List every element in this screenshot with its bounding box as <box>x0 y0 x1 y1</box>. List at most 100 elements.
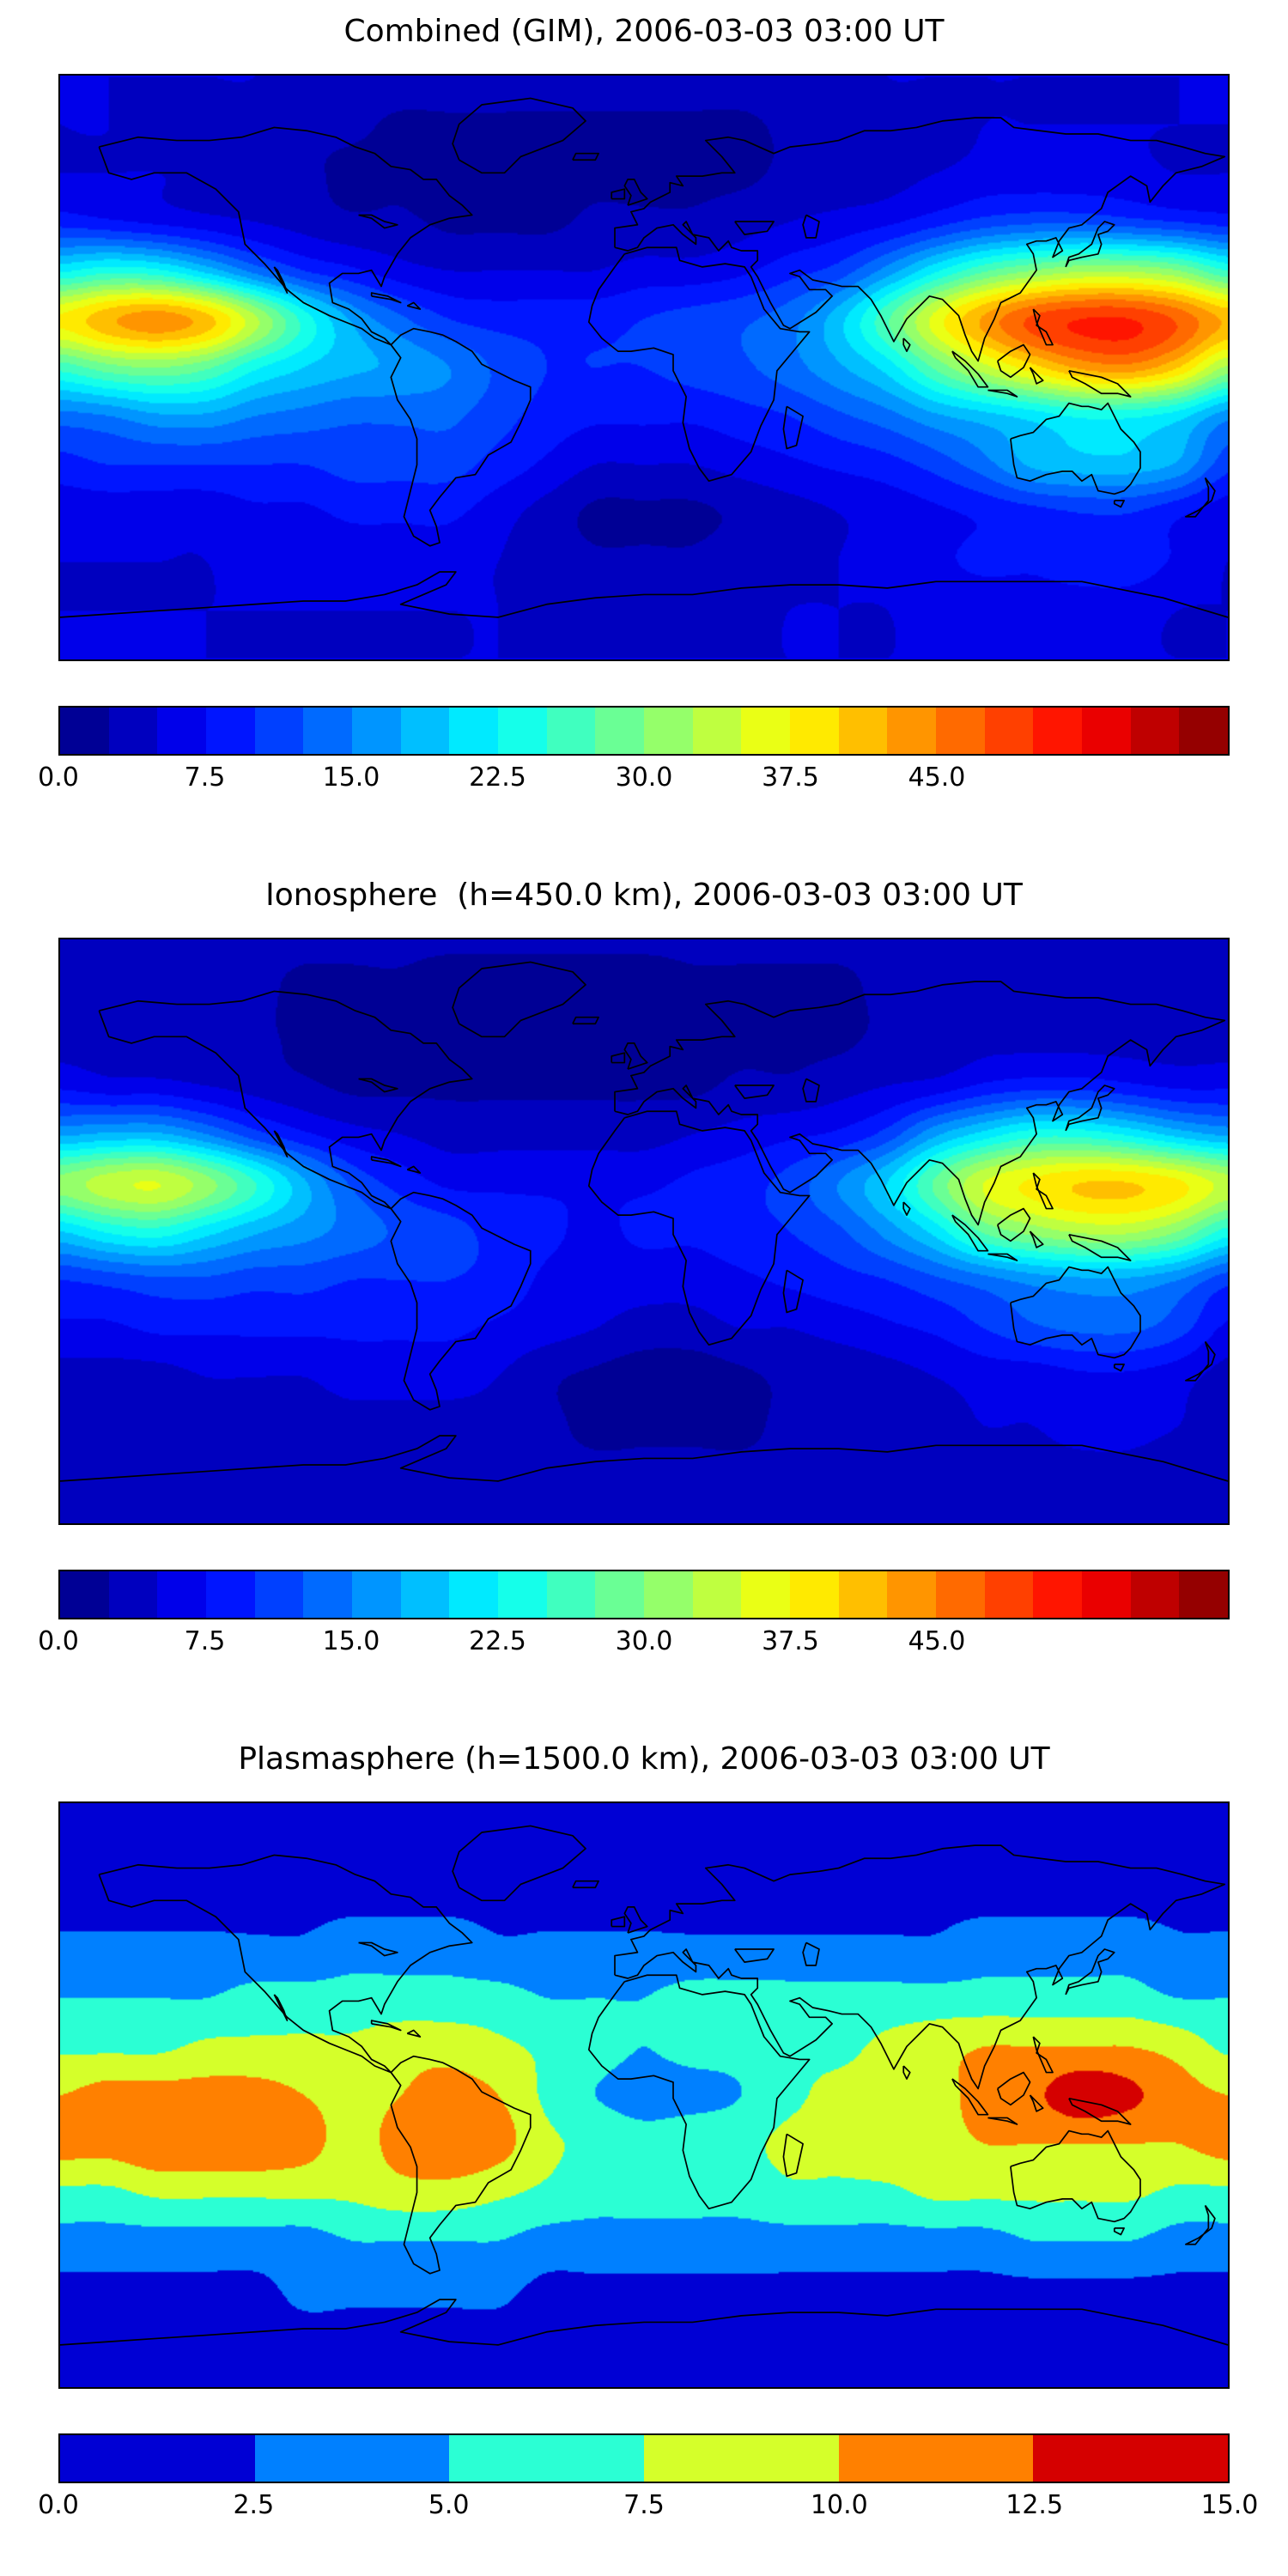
coastline-path <box>624 1907 647 1933</box>
colorbar-segment <box>644 2435 839 2482</box>
coastline-path <box>903 338 910 351</box>
coastline-path <box>1115 1364 1124 1371</box>
colorbar-ticks-plasmasphere: 0.0 2.5 5.0 7.5 10.0 12.5 15.0 <box>38 2490 1258 2531</box>
coastline-path <box>1033 1173 1053 1209</box>
colorbar-segment <box>741 1571 791 1618</box>
coastline-path <box>1066 1949 1115 1995</box>
coastline-path <box>359 215 398 228</box>
colorbar-segment <box>595 1571 645 1618</box>
coastline-path <box>359 1942 398 1955</box>
colorbar-tick-label: 7.5 <box>184 762 226 793</box>
panel-title-plasmasphere: Plasmasphere (h=1500.0 km), 2006-03-03 0… <box>238 1741 1050 1777</box>
colorbar-tick-label: 45.0 <box>908 762 966 793</box>
panel-ionosphere: Ionosphere (h=450.0 km), 2006-03-03 03:0… <box>38 876 1230 1668</box>
colorbar-segment <box>60 1571 109 1618</box>
coastline-path <box>1066 222 1115 267</box>
colorbar-segment <box>838 708 888 754</box>
coastline-path <box>407 1166 420 1173</box>
coastline-path <box>952 1215 988 1251</box>
world-map-plasmasphere <box>58 1801 1230 2389</box>
colorbar-segment <box>400 708 450 754</box>
coastline-path <box>589 1111 810 1345</box>
colorbar-segment <box>790 1571 839 1618</box>
colorbar-tick-label: 10.0 <box>810 2490 868 2520</box>
coastline-path <box>903 2066 910 2079</box>
colorbar-segment <box>887 1571 937 1618</box>
coastline-path <box>1115 501 1124 507</box>
colorbar-tick-label: 15.0 <box>1200 2490 1259 2520</box>
coastline-path <box>1033 2037 1053 2073</box>
colorbar-segment <box>936 1571 985 1618</box>
colorbar-tick-label: 22.5 <box>469 1626 526 1656</box>
colorbar-segment <box>352 708 401 754</box>
colorbar-segment <box>741 708 791 754</box>
coastline-path <box>589 1975 810 2208</box>
colorbar-segment <box>60 2435 255 2482</box>
coastline-path <box>391 1193 530 1410</box>
colorbar-tick-label: 30.0 <box>615 762 673 793</box>
coastline-path <box>783 406 803 448</box>
tec-field-canvas-plasmasphere <box>60 1803 1228 2387</box>
coastlines-overlay <box>60 76 1228 659</box>
colorbar-segment <box>644 708 693 754</box>
colorbar-segment <box>1130 1571 1180 1618</box>
colorbar-tick-label: 15.0 <box>322 1626 380 1656</box>
colorbar-segment <box>546 1571 596 1618</box>
coastline-path <box>1030 368 1043 384</box>
colorbar-segment <box>1179 1571 1229 1618</box>
coastline-path <box>99 1855 471 2072</box>
coastline-path <box>1033 309 1053 345</box>
coastline-path <box>372 2020 401 2030</box>
coastline-path <box>60 2300 1228 2345</box>
coastline-path <box>274 267 287 293</box>
coastline-path <box>998 1209 1030 1242</box>
coastline-path <box>453 962 586 1036</box>
colorbar-segment <box>790 708 839 754</box>
coastline-path <box>611 1053 624 1062</box>
colorbar-tick-label: 37.5 <box>762 1626 819 1656</box>
coastline-path <box>611 1917 624 1926</box>
colorbar-segment <box>60 708 109 754</box>
colorbar-segment <box>1033 1571 1083 1618</box>
colorbar-tick-label: 0.0 <box>38 762 79 793</box>
colorbar-segment <box>984 1571 1034 1618</box>
coastline-path <box>1011 2131 1140 2222</box>
colorbar-segment <box>108 708 158 754</box>
colorbar-tick-label: 7.5 <box>184 1626 226 1656</box>
coastline-path <box>987 2117 1017 2124</box>
coastline-path <box>803 1078 819 1101</box>
coastline-path <box>783 1270 803 1312</box>
colorbar-segment <box>498 1571 547 1618</box>
coastline-path <box>1186 477 1215 516</box>
coastline-path <box>1011 1267 1140 1358</box>
colorbar-segment <box>108 1571 158 1618</box>
colorbar-segment <box>1179 708 1229 754</box>
colorbar-segment <box>449 708 499 754</box>
coastline-path <box>99 991 471 1208</box>
coastline-path <box>611 189 624 198</box>
coastline-path <box>1115 2228 1124 2235</box>
coastline-path <box>998 2073 1030 2105</box>
colorbar-segment <box>303 708 353 754</box>
tec-field-canvas-ionosphere <box>60 939 1228 1523</box>
panel-title-combined: Combined (GIM), 2006-03-03 03:00 UT <box>343 14 945 49</box>
coastline-path <box>1186 2205 1215 2244</box>
colorbar-segment <box>352 1571 401 1618</box>
coastline-path <box>372 293 401 302</box>
coastline-path <box>735 1085 774 1098</box>
colorbar-segment <box>157 1571 207 1618</box>
colorbar-tick-label: 2.5 <box>233 2490 275 2520</box>
tec-field-canvas-combined <box>60 76 1228 659</box>
coastline-path <box>998 345 1030 378</box>
colorbar-tick-label: 0.0 <box>38 1626 79 1656</box>
coastline-path <box>573 1018 598 1024</box>
coastline-path <box>952 351 988 387</box>
panel-combined-gim: Combined (GIM), 2006-03-03 03:00 UT 0.0 7… <box>38 12 1230 804</box>
coastline-path <box>903 1202 910 1215</box>
coastline-path <box>589 247 810 481</box>
colorbar-segment <box>206 708 255 754</box>
coastline-path <box>1069 2099 1131 2124</box>
colorbar-tick-label: 15.0 <box>322 762 380 793</box>
